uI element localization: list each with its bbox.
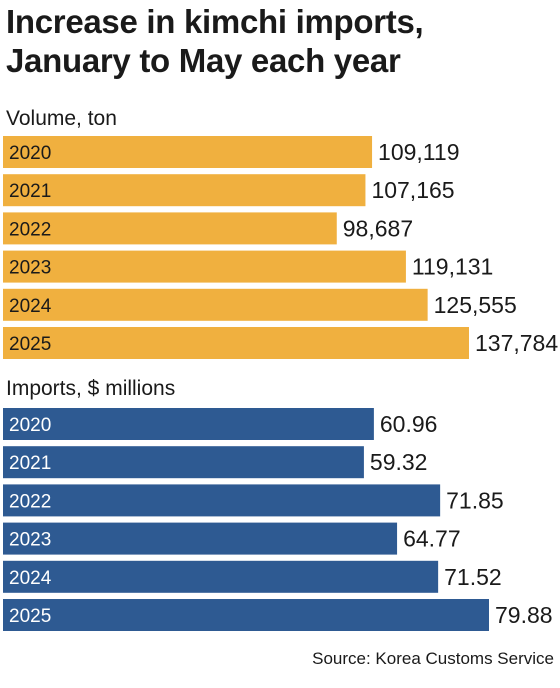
- volume-value-label-2022: 98,687: [343, 215, 413, 241]
- volume-value-label-2020: 109,119: [378, 139, 459, 165]
- volume-category-label-2021: 2021: [9, 181, 51, 202]
- volume-bar-2022: [3, 212, 337, 245]
- volume-value-label-2021: 107,165: [371, 177, 454, 203]
- chart-title: Increase in kimchi imports, January to M…: [6, 2, 424, 80]
- volume-bar-2021: [3, 174, 366, 207]
- title-line-1: Increase in kimchi imports,: [6, 3, 424, 40]
- imports-bar-2023: [3, 522, 398, 555]
- imports-category-label-2020: 2020: [9, 415, 51, 436]
- imports-value-label-2022: 71.85: [446, 487, 504, 513]
- volume-category-label-2024: 2024: [9, 296, 52, 317]
- volume-category-label-2025: 2025: [9, 334, 51, 355]
- imports-value-label-2025: 79.88: [495, 602, 553, 628]
- volume-category-label-2020: 2020: [9, 143, 51, 164]
- volume-category-label-2023: 2023: [9, 258, 51, 279]
- imports-value-label-2021: 59.32: [370, 449, 428, 475]
- imports-bar-2025: [3, 599, 489, 631]
- imports-category-label-2022: 2022: [9, 491, 51, 512]
- volume-bar-2020: [3, 136, 373, 168]
- imports-bar-2021: [3, 446, 364, 479]
- imports-category-label-2021: 2021: [9, 453, 51, 474]
- title-line-2: January to May each year: [6, 42, 401, 79]
- imports-bar-chart: 2020 60.96 2021 59.32 2022 71.85 2023 64.77 2024…: [3, 408, 553, 631]
- imports-value-label-2024: 71.52: [444, 564, 502, 590]
- imports-category-label-2025: 2025: [9, 606, 51, 627]
- imports-bar-2024: [3, 560, 439, 593]
- imports-bar-2020: [3, 408, 374, 440]
- volume-value-label-2024: 125,555: [434, 292, 517, 318]
- imports-category-label-2023: 2023: [9, 530, 51, 551]
- volume-value-label-2023: 119,131: [412, 254, 493, 280]
- volume-bar-2024: [3, 288, 428, 321]
- imports-value-label-2020: 60.96: [380, 411, 438, 437]
- source-note: Source: Korea Customs Service: [312, 649, 554, 668]
- volume-category-label-2022: 2022: [9, 219, 51, 240]
- imports-bar-2022: [3, 484, 441, 517]
- volume-bar-2025: [3, 327, 469, 359]
- volume-section-label: Volume, ton: [6, 107, 117, 130]
- imports-section-label: Imports, $ millions: [6, 377, 176, 400]
- imports-category-label-2024: 2024: [9, 568, 52, 589]
- volume-value-label-2025: 137,784: [475, 330, 558, 356]
- volume-bar-chart: 2020 109,119 2021 107,165 2022 98,687 2023 119,…: [3, 136, 558, 359]
- volume-bar-2023: [3, 250, 406, 283]
- imports-value-label-2023: 64.77: [403, 526, 461, 552]
